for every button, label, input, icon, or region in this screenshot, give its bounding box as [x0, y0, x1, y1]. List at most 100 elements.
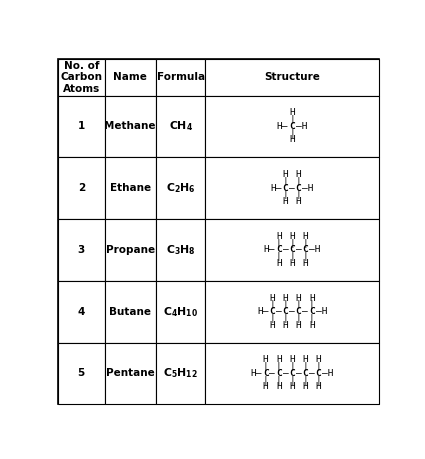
Text: |: | [302, 239, 308, 248]
Text: |: | [315, 362, 321, 371]
Text: |: | [289, 252, 295, 261]
Text: H: H [269, 294, 275, 303]
Bar [58, 59, 105, 95]
Text: –: – [283, 246, 288, 254]
Text: –H: –H [296, 122, 307, 131]
Bar [105, 95, 156, 157]
Text: |: | [302, 375, 308, 385]
Bar [205, 157, 379, 219]
Text: –: – [309, 369, 314, 378]
Text: C: C [289, 246, 295, 254]
Text: H–: H– [257, 307, 269, 316]
Text: |: | [296, 301, 301, 309]
Bar [156, 95, 205, 157]
Text: H: H [296, 170, 301, 179]
Text: H: H [289, 382, 295, 392]
Text: |: | [289, 129, 295, 138]
Text: C: C [315, 369, 321, 378]
Text: |: | [296, 314, 301, 323]
Text: C: C [302, 369, 308, 378]
Text: |: | [283, 301, 288, 309]
Bar [105, 342, 156, 404]
Bar [58, 342, 105, 404]
Bar [58, 95, 105, 157]
Text: |: | [289, 362, 295, 371]
Text: |: | [263, 362, 269, 371]
Text: H: H [296, 320, 301, 330]
Text: –: – [283, 369, 288, 378]
Text: C: C [309, 307, 314, 316]
Bar [156, 281, 205, 342]
Text: C: C [276, 246, 282, 254]
Text: C: C [269, 307, 275, 316]
Bar [156, 219, 205, 281]
Text: –: – [302, 307, 308, 316]
Bar [105, 219, 156, 281]
Text: $\mathbf{CH_4}$: $\mathbf{CH_4}$ [169, 119, 193, 133]
Text: H: H [296, 294, 301, 303]
Text: |: | [302, 362, 308, 371]
Bar [156, 157, 205, 219]
Text: H: H [276, 232, 282, 241]
Text: H: H [276, 259, 282, 268]
Bar [58, 281, 105, 342]
Text: –H: –H [302, 184, 314, 193]
Text: |: | [276, 362, 282, 371]
Text: $\mathbf{C_2H_6}$: $\mathbf{C_2H_6}$ [166, 181, 196, 195]
Text: |: | [309, 301, 314, 309]
Text: H: H [309, 320, 314, 330]
Text: H: H [302, 232, 308, 241]
Text: H: H [263, 355, 269, 364]
Text: Pentane: Pentane [106, 369, 155, 378]
Bar [205, 342, 379, 404]
Text: Name: Name [113, 73, 147, 83]
Text: C: C [296, 307, 301, 316]
Text: |: | [276, 375, 282, 385]
Text: Butane: Butane [109, 307, 151, 317]
Text: 3: 3 [78, 245, 85, 255]
Text: –: – [296, 369, 301, 378]
Text: C: C [289, 369, 295, 378]
Text: –: – [296, 246, 301, 254]
Bar [105, 59, 156, 95]
Text: |: | [269, 301, 275, 309]
Text: C: C [283, 307, 288, 316]
Text: –: – [276, 307, 282, 316]
Text: H: H [269, 320, 275, 330]
Text: H: H [283, 197, 288, 206]
Text: C: C [263, 369, 269, 378]
Text: H: H [276, 355, 282, 364]
Text: H: H [289, 232, 295, 241]
Text: H: H [289, 355, 295, 364]
Text: H: H [289, 108, 295, 118]
Text: H: H [289, 259, 295, 268]
Bar [105, 281, 156, 342]
Text: –: – [289, 184, 295, 193]
Bar [156, 59, 205, 95]
Text: |: | [289, 239, 295, 248]
Text: H: H [296, 197, 301, 206]
Text: H: H [309, 294, 314, 303]
Bar [205, 95, 379, 157]
Text: |: | [289, 115, 295, 124]
Text: H: H [263, 382, 269, 392]
Text: $\mathbf{C_3H_8}$: $\mathbf{C_3H_8}$ [166, 243, 196, 257]
Text: –H: –H [322, 369, 334, 378]
Text: H: H [276, 382, 282, 392]
Text: No. of
Carbon
Atoms: No. of Carbon Atoms [60, 61, 102, 94]
Text: Formula: Formula [156, 73, 205, 83]
Text: 5: 5 [78, 369, 85, 378]
Bar [205, 281, 379, 342]
Text: H: H [302, 382, 308, 392]
Text: |: | [315, 375, 321, 385]
Text: –: – [269, 369, 275, 378]
Text: H: H [315, 355, 321, 364]
Text: 2: 2 [78, 183, 85, 193]
Bar [58, 219, 105, 281]
Text: C: C [276, 369, 282, 378]
Text: C: C [283, 184, 288, 193]
Text: H: H [283, 294, 288, 303]
Text: 4: 4 [78, 307, 85, 317]
Text: H: H [283, 170, 288, 179]
Text: |: | [283, 314, 288, 323]
